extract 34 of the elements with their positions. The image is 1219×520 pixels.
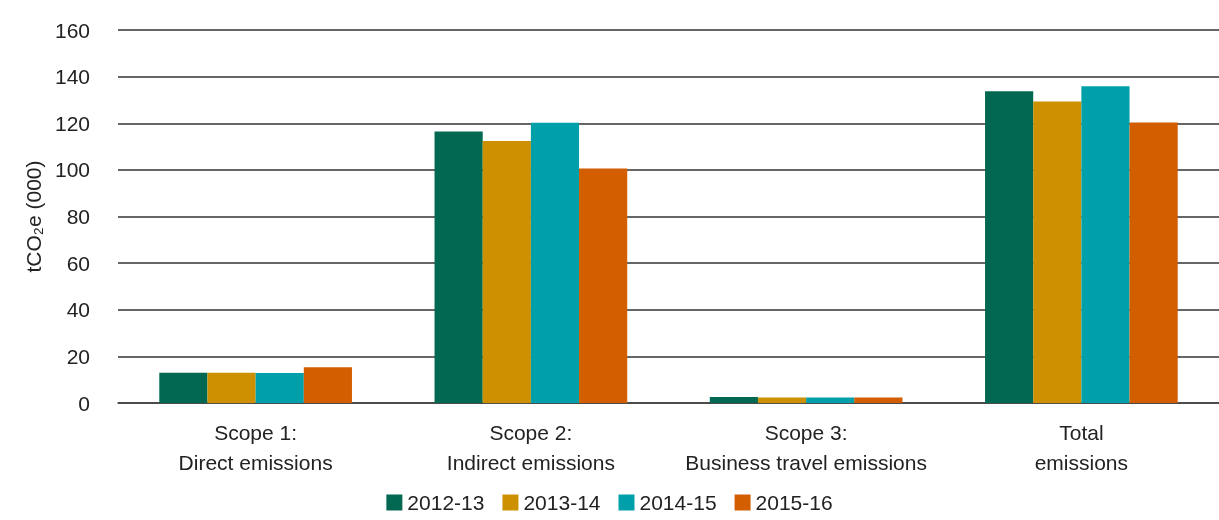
y-tick-label: 0: [78, 391, 90, 415]
bar: [985, 91, 1034, 403]
y-tick-label: 160: [54, 18, 90, 42]
y-tick-label: 20: [66, 344, 90, 368]
bar: [482, 140, 531, 403]
y-tick-label: 80: [66, 205, 90, 228]
bar: [1033, 101, 1082, 403]
legend-label: 2015-16: [755, 491, 833, 514]
bar: [207, 372, 256, 403]
y-tick-label: 60: [66, 251, 90, 275]
legend-label: 2014-15: [639, 491, 717, 514]
bar: [709, 396, 758, 403]
bar: [579, 168, 628, 403]
y-tick-label: 140: [54, 65, 90, 89]
legend-label: 2012-13: [407, 491, 485, 514]
bar: [255, 372, 304, 403]
bar: [854, 397, 903, 403]
bar: [1129, 122, 1178, 403]
bar: [1081, 86, 1130, 403]
x-tick-label: Scope 1: Direct emissions: [178, 420, 333, 474]
y-axis-title: tCO₂e (000): [22, 160, 46, 273]
bar: [159, 372, 208, 403]
bar: [530, 122, 580, 403]
x-tick-label: Scope 3: Business travel emissions: [685, 420, 927, 474]
x-tick-label: Total emissions: [1034, 420, 1129, 474]
bar: [806, 397, 855, 403]
y-tick-label: 120: [54, 111, 90, 135]
legend-label: 2013-14: [523, 491, 601, 514]
bar: [757, 397, 807, 403]
y-tick-label: 40: [66, 298, 90, 322]
bar: [434, 131, 483, 403]
bar: [303, 367, 352, 403]
y-tick-label: 100: [54, 158, 90, 182]
x-tick-label: Scope 2: Indirect emissions: [446, 420, 615, 474]
